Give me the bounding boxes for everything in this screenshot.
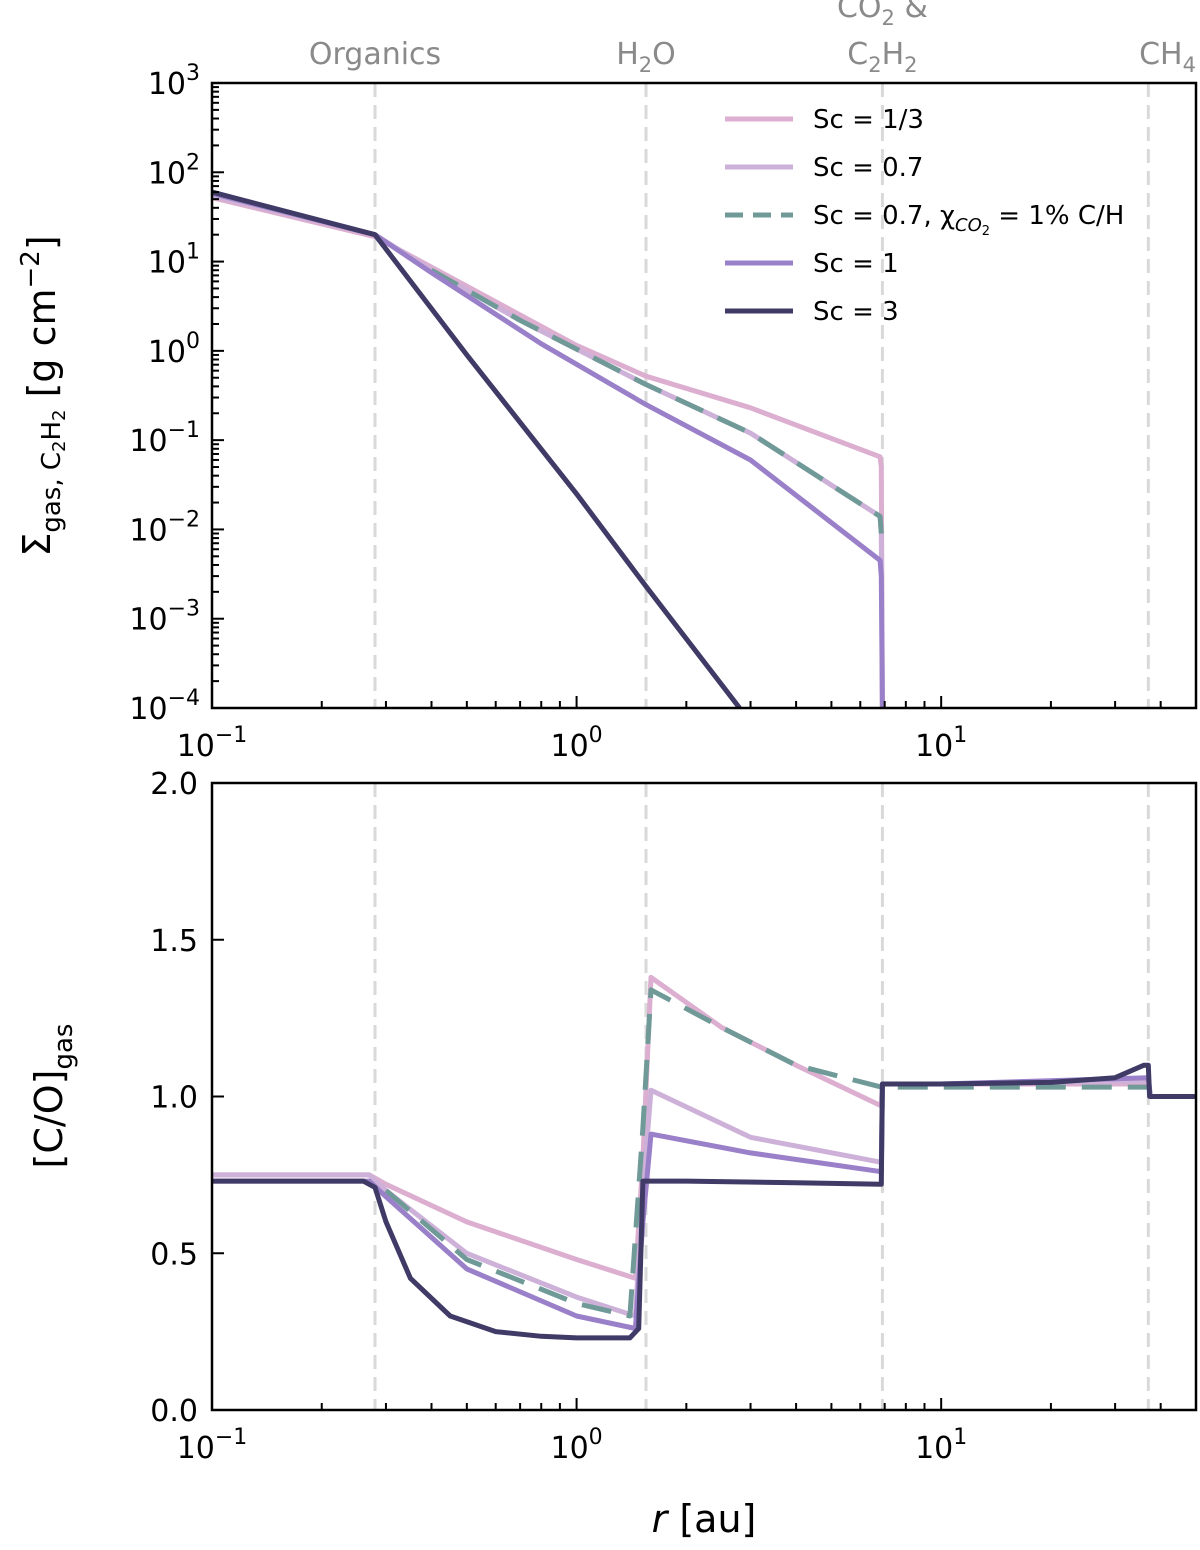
legend-label-4: Sc = 3 bbox=[813, 297, 899, 327]
y-tick-label-top-4: 10−1 bbox=[129, 418, 200, 459]
y-tick-label-bottom-3: 1.5 bbox=[150, 924, 198, 959]
legend: Sc = 1/3 Sc = 0.7 Sc = 0.7, χCO2 = 1% C/H S… bbox=[725, 105, 1124, 327]
bottom-panel: 10−1 100 101 0.0 0.5 1.0 1.5 2.0 bbox=[150, 767, 1198, 1466]
y-tick-label-bottom-2: 1.0 bbox=[150, 1081, 198, 1116]
y-axis-label-bottom: [C/O]gas bbox=[27, 1024, 79, 1169]
axis-labels: Σgas, C2H2 [g cm−2] [C/O]gas r [au] bbox=[15, 235, 756, 1541]
series-bottom-1 bbox=[212, 1078, 1196, 1319]
x-axis-label: r [au] bbox=[652, 1497, 757, 1541]
x-tick-label-top-0: 10−1 bbox=[177, 723, 248, 764]
y-tick-label-top-1: 102 bbox=[148, 150, 200, 191]
y-tick-label-top-3: 100 bbox=[148, 329, 200, 370]
snowline-label-2: C2H2 bbox=[847, 37, 917, 77]
axes-frame-top bbox=[210, 81, 1198, 710]
legend-label-1: Sc = 0.7 bbox=[813, 153, 923, 183]
y-tick-label-top-7: 10−4 bbox=[129, 686, 200, 727]
y-tick-label-top-2: 101 bbox=[148, 240, 200, 281]
legend-label-0: Sc = 1/3 bbox=[813, 105, 924, 135]
y-tick-label-top-0: 103 bbox=[148, 61, 200, 102]
snowline-label-2: CO2 & bbox=[837, 0, 928, 30]
y-tick-label-top-6: 10−3 bbox=[129, 597, 200, 638]
axes-frame-bottom bbox=[210, 781, 1198, 1412]
y-tick-label-top-5: 10−2 bbox=[129, 507, 200, 548]
y-tick-label-bottom-4: 2.0 bbox=[150, 767, 198, 802]
snowline-label-0: Organics bbox=[309, 37, 441, 72]
snowline-label-1: H2O bbox=[616, 37, 676, 77]
y-axis-label-top: Σgas, C2H2 [g cm−2] bbox=[15, 235, 70, 556]
series-bottom-4 bbox=[212, 1062, 1196, 1341]
x-tick-label-bottom-2: 101 bbox=[915, 1425, 967, 1466]
legend-label-2: Sc = 0.7, χCO2 = 1% C/H bbox=[813, 201, 1124, 239]
legend-label-3: Sc = 1 bbox=[813, 249, 899, 279]
x-tick-label-top-2: 101 bbox=[915, 723, 967, 764]
x-tick-label-bottom-1: 100 bbox=[550, 1425, 602, 1466]
y-tick-label-bottom-0: 0.0 bbox=[150, 1394, 198, 1429]
y-tick-label-bottom-1: 0.5 bbox=[150, 1237, 198, 1272]
top-panel: 10−1 100 101 103 102 101 100 10−1 10−2 10−3 10−4 bbox=[129, 61, 1198, 764]
series-top-4 bbox=[212, 189, 742, 708]
series-bottom-0 bbox=[212, 974, 1196, 1281]
series-top-3 bbox=[212, 190, 885, 708]
x-tick-label-bottom-0: 10−1 bbox=[177, 1425, 248, 1466]
snowline-labels: Organics H2O CO2 & C2H2 CH4 bbox=[309, 0, 1196, 77]
series-bottom-2 bbox=[384, 987, 1149, 1319]
snowline-label-3: CH4 bbox=[1139, 37, 1196, 77]
x-tick-label-top-1: 100 bbox=[550, 723, 602, 764]
series-top-2 bbox=[430, 268, 884, 534]
